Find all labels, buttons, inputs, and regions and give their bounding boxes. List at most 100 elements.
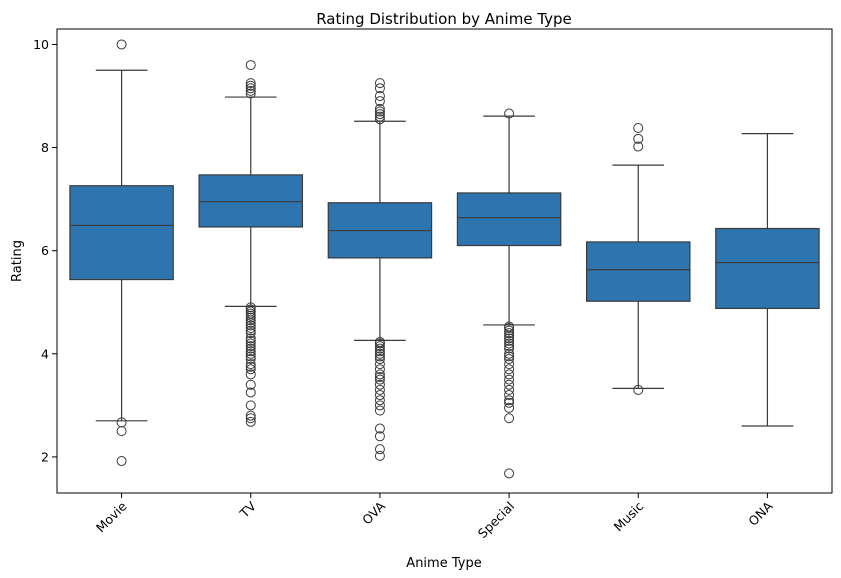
outlier-point (245, 85, 256, 96)
outlier-point (374, 109, 385, 120)
outlier-point (245, 379, 256, 390)
outlier-point (374, 114, 385, 125)
box-group-movie (69, 39, 174, 467)
outlier-point (245, 353, 256, 364)
outlier-point (504, 384, 515, 395)
outlier-point (504, 328, 515, 339)
outlier-point (374, 351, 385, 362)
outlier-point (504, 395, 515, 406)
outlier-point (374, 91, 385, 102)
outlier-point (633, 133, 644, 144)
outlier-point (245, 413, 256, 424)
outlier-point (245, 346, 256, 357)
outlier-point (633, 141, 644, 152)
iqr-box (69, 185, 174, 281)
outlier-point (374, 341, 385, 352)
outlier-point (504, 379, 515, 390)
outlier-point (245, 315, 256, 326)
iqr-box (456, 192, 562, 247)
outlier-point (504, 353, 515, 364)
outlier-point (245, 351, 256, 362)
outlier-point (245, 80, 256, 91)
y-tick-label: 6 (41, 243, 49, 258)
outlier-point (504, 351, 515, 362)
outlier-point (374, 444, 385, 455)
outlier-point (633, 384, 644, 395)
boxes-layer (69, 39, 820, 479)
outlier-point (245, 312, 256, 323)
outlier-point (245, 320, 256, 331)
outlier-point (245, 335, 256, 346)
outlier-point (245, 416, 256, 427)
plot-area (57, 29, 832, 493)
y-tick-label: 8 (41, 140, 49, 155)
box-group-tv (198, 60, 304, 427)
outlier-point (245, 343, 256, 354)
outlier-point (245, 359, 256, 370)
y-tick-label: 4 (41, 346, 49, 361)
outlier-point (374, 395, 385, 406)
outlier-point (245, 325, 256, 336)
outlier-point (374, 450, 385, 461)
chart-title: Rating Distribution by Anime Type (316, 10, 572, 28)
outlier-point (245, 341, 256, 352)
outlier-point (116, 456, 127, 467)
outlier-point (245, 348, 256, 359)
outlier-point (374, 384, 385, 395)
outlier-point (245, 83, 256, 94)
outlier-point (504, 108, 515, 119)
outlier-point (374, 348, 385, 359)
outlier-point (374, 400, 385, 411)
outlier-point (245, 338, 256, 349)
outlier-point (374, 96, 385, 107)
iqr-box (198, 174, 304, 228)
iqr-box (585, 241, 691, 302)
outlier-point (374, 83, 385, 94)
outlier-point (504, 468, 515, 479)
plot-frame (56, 28, 833, 494)
box-group-ova (327, 78, 433, 461)
outlier-point (374, 374, 385, 385)
outlier-point (374, 369, 385, 380)
outlier-point (504, 341, 515, 352)
outlier-point (374, 379, 385, 390)
outlier-point (374, 431, 385, 442)
outlier-point (504, 343, 515, 354)
outlier-point (374, 423, 385, 434)
outlier-point (504, 338, 515, 349)
outlier-point (245, 317, 256, 328)
outlier-point (245, 328, 256, 339)
y-tick-label: 10 (33, 37, 49, 52)
outlier-point (374, 372, 385, 382)
box-group-music (585, 122, 691, 395)
outlier-point (374, 106, 385, 117)
outlier-point (245, 364, 256, 375)
box-group-ona (715, 133, 820, 427)
outlier-point (504, 323, 515, 334)
y-axis: 2 4 6 8 10 (33, 37, 57, 464)
outlier-point (504, 374, 515, 385)
y-axis-label: Rating (10, 240, 25, 282)
outlier-point (374, 346, 385, 357)
iqr-box (715, 227, 820, 310)
outlier-point (374, 111, 385, 122)
outlier-point (504, 335, 515, 346)
outlier-point (374, 390, 385, 401)
outlier-point (504, 413, 515, 424)
outlier-point (374, 103, 385, 114)
y-tick-label: 2 (41, 449, 49, 464)
outlier-point (245, 410, 256, 421)
outlier-point (504, 369, 515, 380)
outlier-point (374, 338, 385, 349)
outlier-point (504, 359, 515, 370)
outlier-point (245, 387, 256, 398)
outlier-point (245, 323, 256, 334)
x-axis-label: Anime Type (406, 556, 481, 571)
outlier-point (245, 369, 256, 380)
outlier-point (245, 78, 256, 89)
outlier-point (374, 343, 385, 354)
outlier-point (245, 88, 256, 99)
outlier-point (374, 353, 385, 364)
outlier-point (504, 325, 515, 336)
